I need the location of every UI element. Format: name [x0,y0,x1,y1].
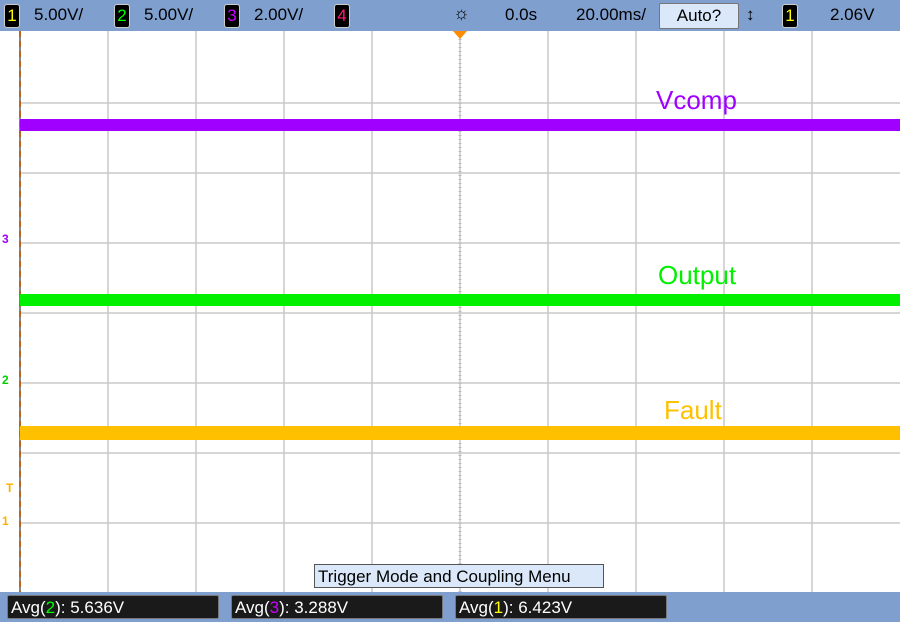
measurement-bar: Avg(2): 5.636V Avg(3): 3.288V Avg(1): 6.… [0,592,900,622]
channel-2-ground-marker[interactable]: 2 [2,373,9,387]
delay-readout: 0.0s [505,5,538,24]
trigger-mode-button[interactable]: Auto? [659,3,739,29]
trigger-source-button[interactable]: 1 [782,4,798,28]
measurement-prefix: Avg( [459,598,494,617]
vcomp-trace [20,119,900,131]
header-bar: 1 5.00V/ 2 5.00V/ 3 2.00V/ 4 ☼ 0.0s 20.0… [0,0,900,31]
channel-1-scale: 5.00V/ [34,5,84,24]
timebase-readout: 20.00ms/ [576,5,646,24]
channel-2-scale: 5.00V/ [144,5,194,24]
channel-3-button[interactable]: 3 [224,4,240,28]
measurement-avg-ch1[interactable]: Avg(1): 6.423V [455,595,667,619]
trigger-position-marker [453,31,467,39]
channel-3-scale: 2.00V/ [254,5,304,24]
channel-1-ground-marker[interactable]: 1 [2,514,9,528]
trigger-level-readout: 2.06V [830,5,875,24]
waveform-grid [19,31,900,592]
vcomp-label: Vcomp [656,85,737,115]
channel-3-ground-marker[interactable]: 3 [2,232,9,246]
output-label: Output [658,260,737,290]
trigger-mode-menu-label: Trigger Mode and Coupling Menu [314,564,604,588]
fault-trace [20,426,900,440]
acquisition-sun-icon: ☼ [453,3,470,23]
channel-4-button[interactable]: 4 [334,4,350,28]
output-trace [20,294,900,306]
measurement-channel: 2 [45,598,56,617]
measurement-channel: 1 [493,598,504,617]
measurement-prefix: Avg( [11,598,46,617]
up-down-arrow-icon: ↕ [746,5,755,24]
trigger-level-marker[interactable]: T [6,481,14,495]
measurement-channel: 3 [269,598,280,617]
measurement-value: ): 5.636V [55,598,125,617]
measurement-value: ): 6.423V [503,598,573,617]
measurement-prefix: Avg( [235,598,270,617]
measurement-value: ): 3.288V [279,598,349,617]
measurement-avg-ch2[interactable]: Avg(2): 5.636V [7,595,219,619]
fault-label: Fault [664,395,722,425]
measurement-avg-ch3[interactable]: Avg(3): 3.288V [231,595,443,619]
channel-1-button[interactable]: 1 [4,4,20,28]
channel-2-button[interactable]: 2 [114,4,130,28]
